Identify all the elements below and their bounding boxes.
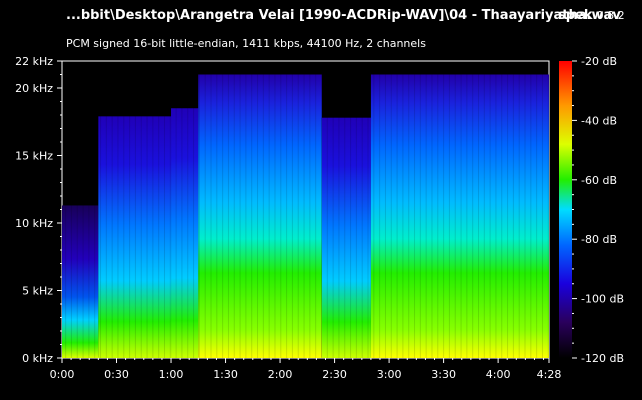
- time-tick-label: 0:00: [50, 368, 75, 381]
- time-tick-label: 4:28: [537, 368, 562, 381]
- colorbar-tick-label: -120 dB: [581, 352, 624, 365]
- file-title: ...bbit\Desktop\Arangetra Velai [1990-AC…: [66, 8, 621, 23]
- time-tick-label: 2:30: [322, 368, 347, 381]
- colorbar-tick-label: -20 dB: [581, 55, 617, 68]
- time-tick-label: 1:00: [159, 368, 184, 381]
- app-name-label: spek: [558, 8, 593, 23]
- time-tick-label: 0:30: [104, 368, 129, 381]
- time-tick-label: 3:30: [431, 368, 456, 381]
- app-name: spek 0.8.2: [558, 8, 625, 23]
- spectrogram-region: [321, 117, 371, 358]
- spectrogram-region: [198, 74, 322, 358]
- app-version: 0.8.2: [596, 9, 625, 22]
- frequency-tick-label: 22 kHz: [15, 55, 53, 68]
- audio-info: PCM signed 16-bit little-endian, 1411 kb…: [66, 37, 426, 50]
- spectrogram-region: [98, 116, 172, 358]
- frequency-tick-label: 10 kHz: [15, 217, 53, 230]
- frequency-axis: 0 kHz 5 kHz 10 kHz 15 kHz 20 kHz 22 kHz: [15, 55, 62, 365]
- spectrogram-region: [62, 205, 99, 358]
- frequency-tick-label: 5 kHz: [22, 285, 53, 298]
- spectrogram-regions: [62, 74, 549, 358]
- time-axis: 0:00 0:30 1:00 1:30 2:00 2:30 3:00 3:30 4:00 4:28: [50, 358, 562, 381]
- frequency-tick-label: 20 kHz: [15, 82, 53, 95]
- spectrogram-region: [171, 108, 199, 358]
- time-tick-label: 4:00: [486, 368, 511, 381]
- frequency-tick-label: 15 kHz: [15, 150, 53, 163]
- frequency-tick-label: 0 kHz: [22, 352, 53, 365]
- time-tick-label: 1:30: [213, 368, 238, 381]
- colorbar-axis: -20 dB -40 dB -60 dB -80 dB -100 dB -120 dB: [572, 55, 624, 365]
- spectrogram-region: [370, 74, 549, 358]
- colorbar-tick-label: -40 dB: [581, 114, 617, 127]
- colorbar-tick-label: -100 dB: [581, 293, 624, 306]
- colorbar-tick-label: -80 dB: [581, 233, 617, 246]
- time-tick-label: 2:00: [268, 368, 293, 381]
- time-tick-label: 3:00: [377, 368, 402, 381]
- colorbar: [559, 61, 572, 358]
- colorbar-tick-label: -60 dB: [581, 174, 617, 187]
